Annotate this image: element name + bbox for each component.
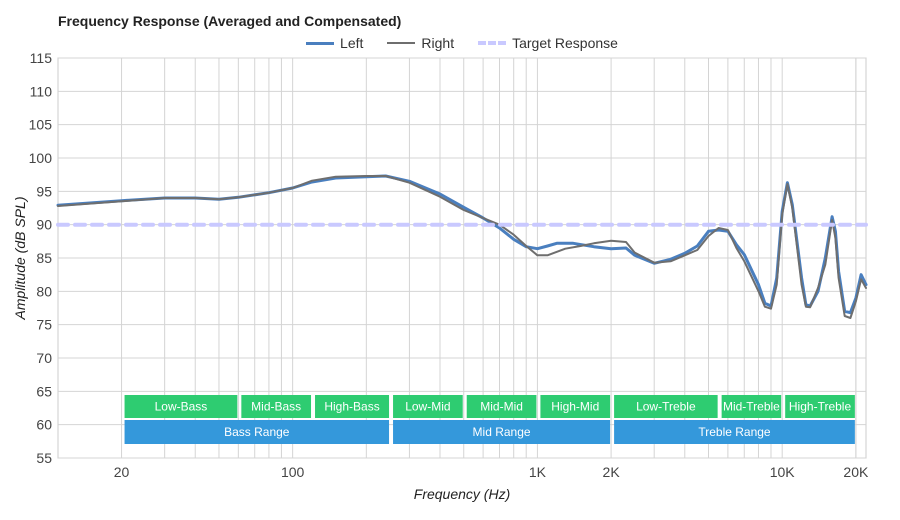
band-label-high-treble: High-Treble	[789, 400, 852, 414]
legend-label-right: Right	[421, 35, 455, 51]
y-tick-label: 110	[30, 83, 53, 99]
chart-title: Frequency Response (Averaged and Compens…	[58, 13, 402, 29]
y-tick-label: 80	[36, 283, 52, 299]
band-label-low-mid: Low-Mid	[405, 400, 450, 414]
y-tick-label: 115	[30, 50, 53, 66]
legend-swatch-left	[306, 41, 335, 45]
x-tick-label: 1K	[529, 464, 547, 480]
x-tick-label: 2K	[603, 464, 621, 480]
band-label-mid-bass: Mid-Bass	[251, 400, 301, 414]
y-tick-label: 55	[36, 450, 52, 466]
band-mid-mid	[466, 395, 537, 418]
band-bass-range	[124, 420, 390, 444]
legend-swatch-target	[478, 41, 507, 45]
legend-item-target[interactable]: Target Response	[478, 35, 618, 51]
band-treble-range	[614, 420, 855, 444]
x-axis-title: Frequency (Hz)	[414, 486, 510, 502]
band-low-treble	[614, 395, 718, 418]
legend-label-target: Target Response	[512, 35, 618, 51]
legend-swatch-right	[387, 42, 416, 44]
legend-item-left[interactable]: Left	[306, 35, 363, 51]
band-label-bass-range: Bass Range	[224, 425, 290, 439]
y-tick-label: 90	[36, 217, 52, 233]
y-tick-label: 65	[36, 383, 52, 399]
band-label-low-bass: Low-Bass	[155, 400, 208, 414]
band-high-treble	[785, 395, 855, 418]
x-tick-label: 100	[281, 464, 305, 480]
x-tick-label: 10K	[770, 464, 796, 480]
y-axis-title: Amplitude (dB SPL)	[12, 197, 28, 321]
y-tick-label: 60	[36, 417, 52, 433]
legend: Left Right Target Response	[0, 35, 900, 51]
band-low-bass	[124, 395, 238, 418]
band-high-bass	[315, 395, 390, 418]
band-label-treble-range: Treble Range	[698, 425, 771, 439]
band-low-mid	[393, 395, 463, 418]
x-tick-label: 20K	[843, 464, 869, 480]
band-mid-treble	[721, 395, 782, 418]
band-mid-range	[393, 420, 611, 444]
band-high-mid	[540, 395, 611, 418]
band-label-mid-treble: Mid-Treble	[723, 400, 780, 414]
band-label-mid-mid: Mid-Mid	[480, 400, 523, 414]
y-tick-label: 95	[36, 183, 52, 199]
series-line-right	[57, 175, 867, 319]
band-label-mid-range: Mid Range	[473, 425, 531, 439]
band-label-high-mid: High-Mid	[551, 400, 599, 414]
legend-item-right[interactable]: Right	[387, 35, 454, 51]
band-label-high-bass: High-Bass	[324, 400, 379, 414]
y-tick-label: 75	[36, 317, 52, 333]
y-tick-label: 105	[29, 117, 53, 133]
y-tick-label: 85	[36, 250, 52, 266]
y-tick-label: 70	[36, 350, 52, 366]
x-tick-label: 20	[114, 464, 130, 480]
band-mid-bass	[241, 395, 312, 418]
legend-label-left: Left	[340, 35, 364, 51]
band-label-low-treble: Low-Treble	[636, 400, 696, 414]
y-tick-label: 100	[29, 150, 53, 166]
